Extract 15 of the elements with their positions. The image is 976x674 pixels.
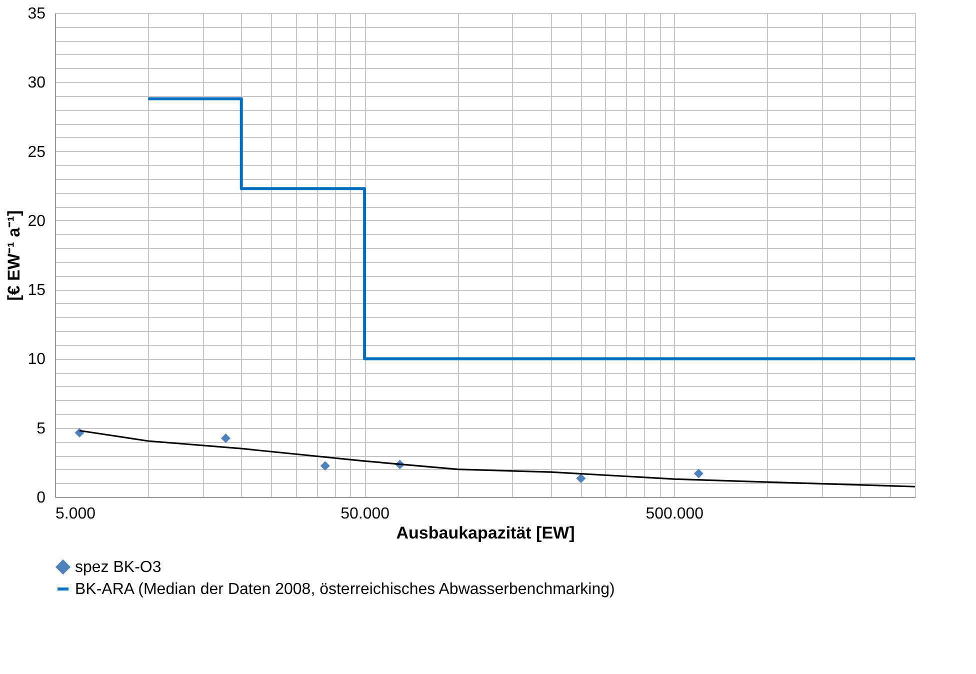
y-tick-label: 10 bbox=[28, 351, 46, 368]
y-tick-label: 25 bbox=[28, 144, 46, 161]
y-tick-label: 15 bbox=[28, 282, 46, 300]
x-tick-label: 5.000 bbox=[56, 506, 96, 522]
y-tick-label: 5 bbox=[36, 420, 46, 438]
legend-label: BK-ARA (Median der Daten 2008, österreichisches Abwasserbenchmarking) bbox=[75, 581, 615, 598]
x-tick-label: 50.000 bbox=[340, 506, 390, 522]
y-tick-label: 30 bbox=[28, 74, 46, 92]
legend-label: spez BK-O3 bbox=[75, 559, 162, 576]
y-tick-label: 0 bbox=[36, 490, 46, 506]
x-axis-title: Ausbaukapazität [EW] bbox=[396, 524, 575, 542]
y-tick-label: 35 bbox=[28, 6, 46, 22]
y-tick-label: 20 bbox=[28, 212, 46, 230]
y-axis-title: [€ EW⁻¹ a⁻¹] bbox=[4, 210, 24, 301]
x-tick-label: 500.000 bbox=[646, 506, 704, 522]
